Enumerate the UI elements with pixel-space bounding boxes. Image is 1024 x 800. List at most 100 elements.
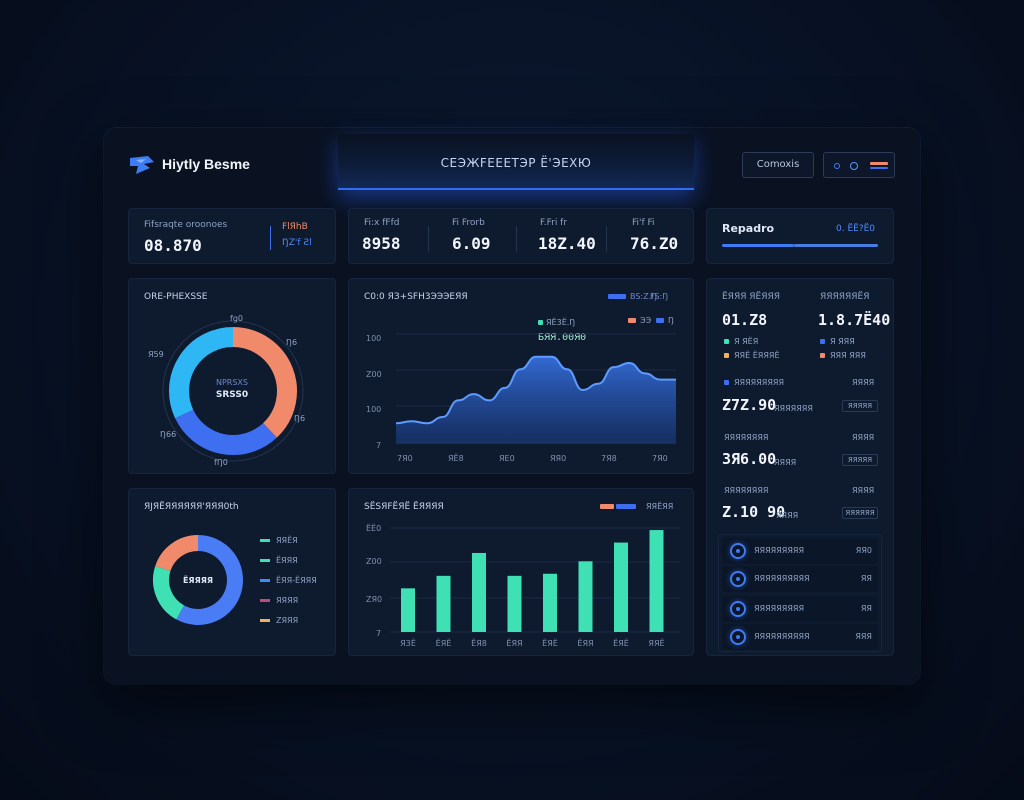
x-tick: ЯЯ0 bbox=[550, 454, 567, 463]
donut-outer-ring bbox=[162, 320, 304, 462]
stat-row-label: ЯЯЯЯЯЯЯЯ bbox=[724, 486, 769, 495]
bar-0 bbox=[401, 588, 415, 632]
brand-logo-icon bbox=[130, 156, 154, 174]
list-item-value: ЯЯЯ bbox=[855, 632, 872, 641]
kpi-label: Fifsraqte oroonoes bbox=[144, 220, 228, 230]
stat-row-value: 3Я6.00 bbox=[722, 450, 777, 468]
list-item[interactable]: ЯЯЯЯЯЯЯЯЯЯ ЯЯЯ bbox=[722, 624, 878, 650]
y-tick: 100 bbox=[366, 405, 382, 414]
legend-label: FS:Ŋ bbox=[650, 292, 669, 301]
legend-label: ЯЯЁЯЯ bbox=[646, 502, 674, 511]
kpi-label: Fi Frorb bbox=[452, 218, 485, 228]
divider bbox=[516, 226, 517, 252]
legend-swatch bbox=[656, 318, 664, 323]
stat-row-label: ЯЯЯЯЯЯЯЯ bbox=[724, 433, 769, 442]
panel-title: ORE-PHEXSSE bbox=[144, 292, 208, 302]
bar-3 bbox=[507, 575, 522, 632]
stat-sub: Я ЯЯЯ bbox=[830, 337, 855, 346]
bar-7 bbox=[649, 530, 664, 632]
stat-swatch bbox=[724, 339, 729, 344]
status-ring-icon bbox=[730, 571, 746, 587]
status-ring-icon bbox=[730, 601, 746, 617]
status-ring-icon bbox=[730, 543, 746, 559]
stat-label: ЁЯЯЯ ЯЁЯЯЯ bbox=[722, 292, 781, 302]
divider bbox=[428, 226, 429, 252]
callout: Я59 bbox=[148, 350, 164, 359]
annotation-value: БЯЯ.00Я0 bbox=[538, 332, 587, 343]
x-tick-7: ЯЯЁ bbox=[648, 638, 664, 648]
x-tick: ЯE0 bbox=[499, 454, 515, 463]
y-tick: ЁЁ0 bbox=[366, 524, 382, 533]
panel-title: ЯJЯЁЯЯЯЯЯЯ'ЯЯЯ0th bbox=[144, 502, 239, 512]
settings-icon[interactable] bbox=[850, 162, 858, 170]
legend-label: ЭЭ bbox=[640, 316, 652, 325]
menu-icon[interactable] bbox=[870, 162, 888, 165]
callout: fŊ0 bbox=[214, 458, 228, 467]
donut-chart-2 bbox=[153, 535, 243, 625]
stat-row-pill[interactable]: ЯЯЯЯЯЯ bbox=[842, 507, 878, 519]
report-title: Repadro bbox=[722, 222, 775, 235]
menu-icon-line bbox=[870, 167, 888, 169]
brand-name: Hiytly Besme bbox=[162, 156, 250, 172]
stat-row-pill[interactable]: ЯЯЯЯЯ bbox=[842, 400, 878, 412]
donut-center-value: SRSS0 bbox=[215, 390, 249, 400]
x-tick-2: ЁЯ8 bbox=[471, 638, 487, 648]
callout: Ŋ6 bbox=[294, 414, 306, 423]
stat-row-pill[interactable]: ЯЯЯЯЯ bbox=[842, 454, 878, 466]
x-tick-5: ЁЯЯ bbox=[577, 638, 593, 648]
donut-segment-2 bbox=[155, 535, 199, 572]
stat-row-right: ЯЯЯЯ bbox=[852, 378, 875, 387]
donut-segment-1 bbox=[153, 566, 185, 620]
stat-sub: ЯЯЁ ЁЯЯЯЁ bbox=[734, 351, 780, 360]
annotation-label: ЯЁ3Ё.Ŋ bbox=[546, 318, 576, 327]
x-tick-3: ЁЯЯ bbox=[506, 638, 522, 648]
stat-sub: ЯЯЯ ЯЯЯ bbox=[830, 351, 866, 360]
stats-panel bbox=[706, 278, 894, 656]
kpi-value: 76.Z0 bbox=[630, 234, 679, 253]
x-tick: 7Я8 bbox=[601, 454, 617, 463]
kpi-value: 18Z.40 bbox=[538, 234, 596, 253]
list-item[interactable]: ЯЯЯЯЯЯЯЯЯ ЯЯ bbox=[722, 596, 878, 622]
annotation-swatch bbox=[538, 320, 543, 325]
bar-6 bbox=[614, 542, 628, 632]
area-fill bbox=[396, 356, 676, 444]
stat-swatch bbox=[820, 353, 825, 358]
y-tick: 7 bbox=[376, 629, 382, 638]
legend-swatch bbox=[260, 539, 270, 542]
stat-row-sub: ЯЯЯЯ bbox=[774, 458, 797, 467]
x-tick: 7Я0 bbox=[397, 454, 413, 463]
legend-label: Ŋ bbox=[668, 316, 674, 325]
header-button[interactable]: Comoxis bbox=[742, 152, 814, 178]
report-panel bbox=[706, 208, 894, 264]
bar-4 bbox=[543, 573, 557, 632]
stat-label: ЯЯЯЯЯЯЁЯ bbox=[820, 292, 870, 302]
donut-center-label: NPRSXS bbox=[215, 378, 248, 387]
list-item-label: ЯЯЯЯЯЯЯЯЯ bbox=[754, 546, 805, 555]
bar-1 bbox=[436, 575, 451, 632]
kpi-side-label: FlЯhB bbox=[282, 222, 308, 232]
kpi-divider bbox=[270, 226, 271, 250]
header-controls[interactable] bbox=[823, 152, 895, 178]
report-sub: 0. ЁЁ?Ё0 bbox=[836, 224, 876, 234]
report-progress-segment bbox=[794, 244, 878, 247]
donut-segment-1 bbox=[175, 409, 277, 455]
list-item[interactable]: ЯЯЯЯЯЯЯЯЯЯ ЯЯ bbox=[722, 566, 878, 592]
legend-label: BS:Z.Ŋ bbox=[630, 292, 658, 301]
kpi-value: 08.870 bbox=[144, 236, 202, 255]
x-tick-4: ЁЯЁ bbox=[542, 638, 558, 648]
stat-row-value: Z7Z.90 bbox=[722, 396, 777, 414]
kpi-label: Fi'f Fi bbox=[632, 218, 655, 228]
x-tick-0: ЯЗЁ bbox=[400, 638, 416, 648]
legend-label: ZЯЯЯ bbox=[276, 616, 299, 625]
kpi-side-sub: ŊZ'f Ƨl bbox=[282, 238, 312, 248]
stat-row-label: ЯЯЯЯЯЯЯЯЯ bbox=[734, 378, 785, 387]
toggle-icon[interactable] bbox=[834, 163, 840, 169]
y-tick: Z00 bbox=[366, 557, 382, 566]
legend-swatch bbox=[260, 559, 270, 562]
kpi-label: Fi:x fFfd bbox=[364, 218, 400, 228]
y-tick: 100 bbox=[366, 334, 382, 343]
list-item[interactable]: ЯЯЯЯЯЯЯЯЯ ЯЯ0 bbox=[722, 538, 878, 564]
stat-swatch bbox=[724, 380, 729, 385]
stat-row-value: Z.10 90 bbox=[722, 503, 786, 521]
list-item-label: ЯЯЯЯЯЯЯЯЯ bbox=[754, 604, 805, 613]
